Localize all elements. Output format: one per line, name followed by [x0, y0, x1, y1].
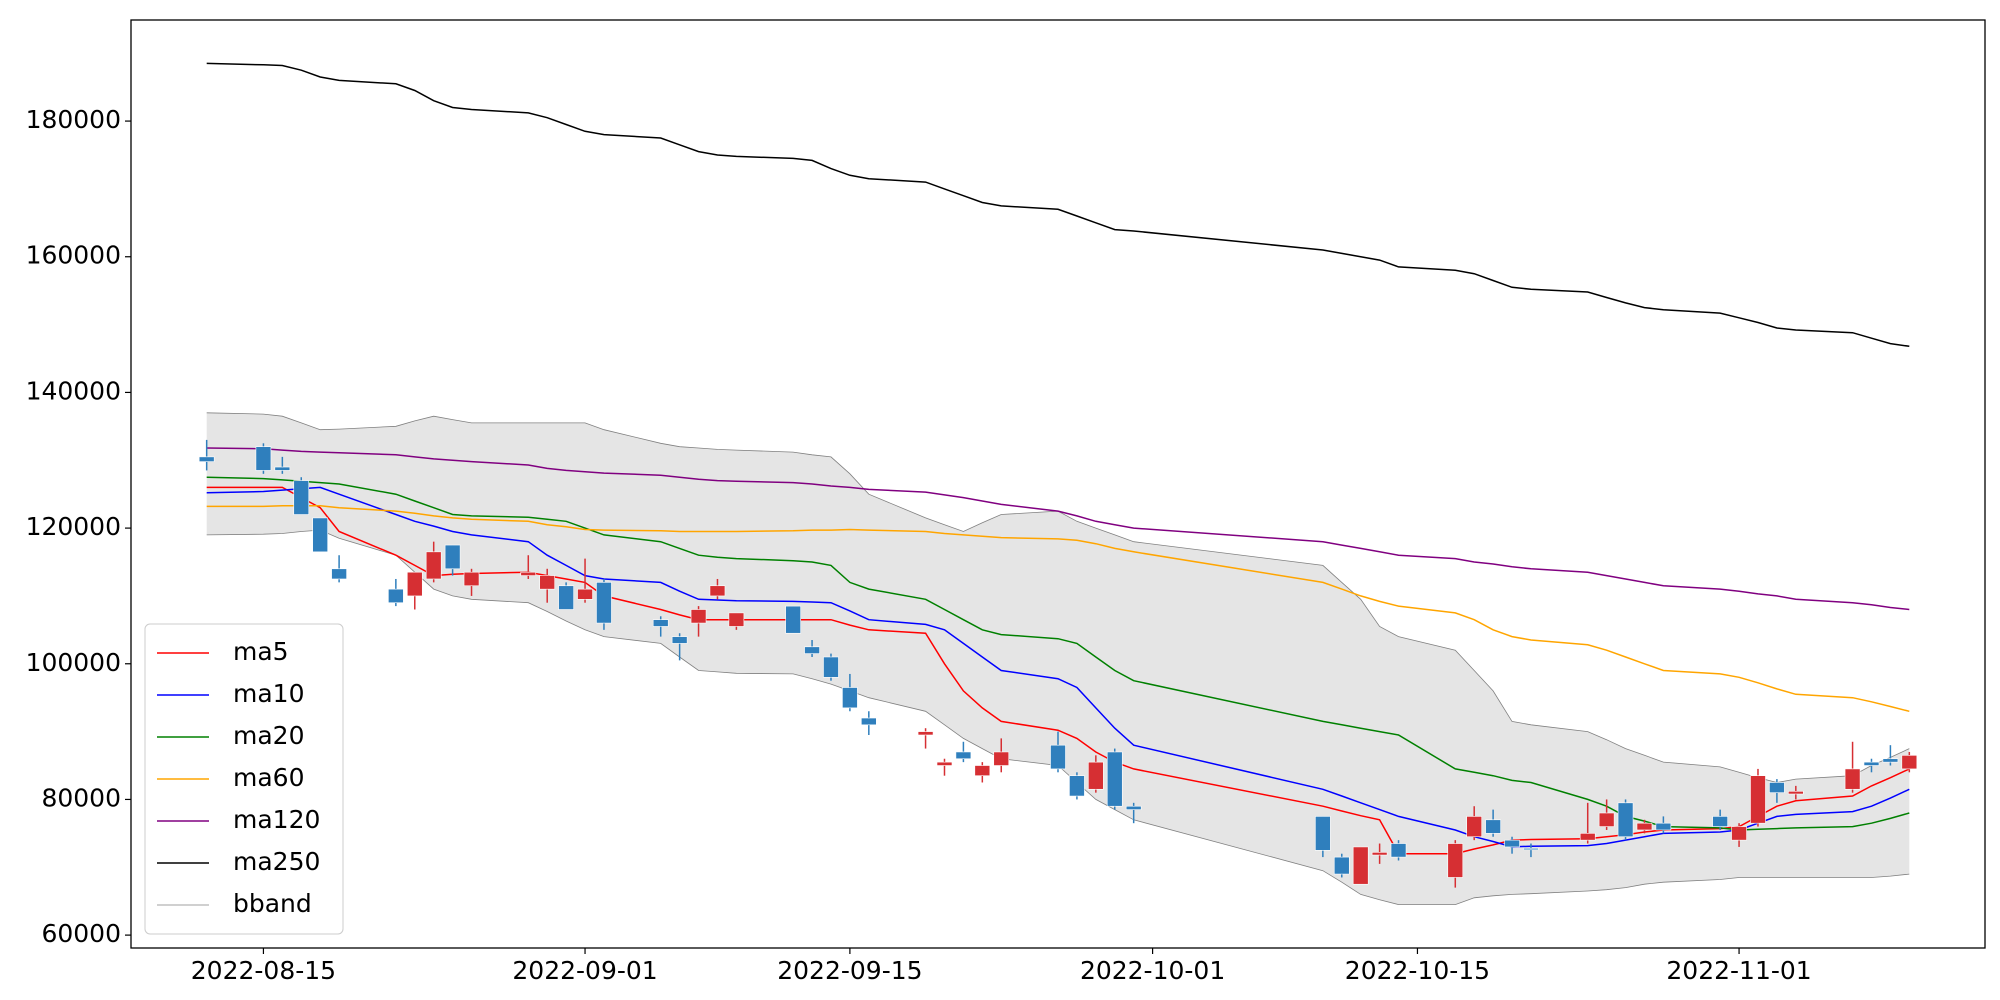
- candle-body: [1504, 839, 1520, 848]
- legend-label: ma10: [233, 679, 304, 708]
- candle-body: [1788, 790, 1804, 795]
- candle-body: [1712, 816, 1728, 827]
- candle-body: [955, 751, 972, 760]
- legend-box: [144, 623, 344, 935]
- candle-body: [1315, 816, 1331, 851]
- candle-body: [1844, 768, 1861, 790]
- candle-body: [1636, 822, 1653, 831]
- candle-body: [1523, 847, 1539, 851]
- y-tick-label: 120000: [26, 512, 121, 541]
- candle-body: [1750, 775, 1766, 824]
- x-tick-label: 2022-10-01: [1080, 956, 1225, 985]
- legend-label: ma5: [233, 637, 289, 666]
- candle-body: [1617, 802, 1634, 838]
- candle-body: [936, 761, 953, 766]
- x-tick-label: 2022-09-15: [777, 956, 922, 985]
- legend-label: ma250: [233, 847, 320, 876]
- legend-label: bband: [233, 889, 312, 918]
- y-tick-label: 80000: [41, 783, 121, 812]
- candle-body: [861, 717, 877, 726]
- x-tick-label: 2022-09-01: [512, 956, 657, 985]
- candle-body: [596, 582, 612, 624]
- candle-body: [842, 687, 858, 709]
- candle-body: [1069, 775, 1085, 797]
- ma-line: [206, 504, 1910, 713]
- candle-body: [974, 765, 991, 776]
- x-tick-label: 2022-11-01: [1666, 956, 1811, 985]
- candle-body: [671, 636, 688, 644]
- candle-body: [1598, 812, 1615, 827]
- candle-body: [804, 646, 820, 654]
- candle-body: [331, 568, 347, 580]
- plot-frame: [130, 19, 1986, 949]
- candle-body: [406, 571, 423, 597]
- candle-body: [274, 466, 291, 471]
- candle-body: [1655, 822, 1672, 831]
- candle-body: [1390, 843, 1407, 858]
- bband-area: [206, 412, 1910, 905]
- candle-body: [255, 446, 272, 471]
- candle-body: [1125, 805, 1142, 810]
- candle-body: [293, 480, 310, 515]
- candle-body: [823, 656, 839, 678]
- candle-body: [463, 571, 480, 587]
- candle-body: [1466, 816, 1483, 838]
- candle-body: [1579, 833, 1596, 841]
- candle-body: [1050, 744, 1066, 770]
- ma-line: [206, 62, 1910, 348]
- y-tick-label: 60000: [41, 919, 121, 948]
- candle-body: [1333, 856, 1350, 875]
- legend-label: ma20: [233, 721, 304, 750]
- candle-body: [539, 575, 556, 590]
- legend-label: ma60: [233, 763, 304, 792]
- candle-body: [312, 517, 328, 553]
- candle-body: [577, 588, 593, 600]
- ma-line: [206, 447, 1910, 611]
- candle-body: [709, 585, 726, 597]
- candle-body: [1447, 843, 1464, 878]
- candle-body: [652, 619, 669, 627]
- x-tick-label: 2022-08-15: [191, 956, 336, 985]
- candle-body: [388, 588, 404, 604]
- candle-body: [1769, 782, 1785, 793]
- candle-body: [1088, 761, 1104, 790]
- y-tick-label: 180000: [26, 105, 121, 134]
- candle-body: [690, 609, 707, 624]
- candle-body: [520, 571, 537, 576]
- candle-body: [1485, 819, 1501, 834]
- bband-line: [206, 529, 1910, 905]
- bband-line: [206, 412, 1910, 783]
- x-tick-label: 2022-10-15: [1345, 956, 1490, 985]
- candle-body: [785, 605, 801, 634]
- candle-body: [1352, 846, 1369, 885]
- legend-label: ma120: [233, 805, 320, 834]
- candle-body: [425, 551, 442, 580]
- candle-body: [558, 585, 574, 610]
- candle-body: [1371, 852, 1388, 856]
- candle-body: [1882, 758, 1899, 763]
- ma-line: [206, 476, 1910, 831]
- candle-body: [1731, 826, 1747, 841]
- candle-body: [1901, 755, 1918, 770]
- candle-body: [728, 612, 745, 627]
- candle-body: [993, 751, 1010, 766]
- plot: [198, 62, 1918, 905]
- candle-body: [1863, 761, 1880, 766]
- candle-body: [444, 544, 461, 570]
- candle-body: [1106, 751, 1123, 807]
- y-tick-label: 160000: [26, 241, 121, 270]
- y-tick-label: 100000: [26, 648, 121, 677]
- candle-body: [198, 456, 215, 462]
- candle-body: [917, 731, 934, 736]
- y-tick-label: 140000: [26, 376, 121, 405]
- ma-line: [206, 486, 1910, 848]
